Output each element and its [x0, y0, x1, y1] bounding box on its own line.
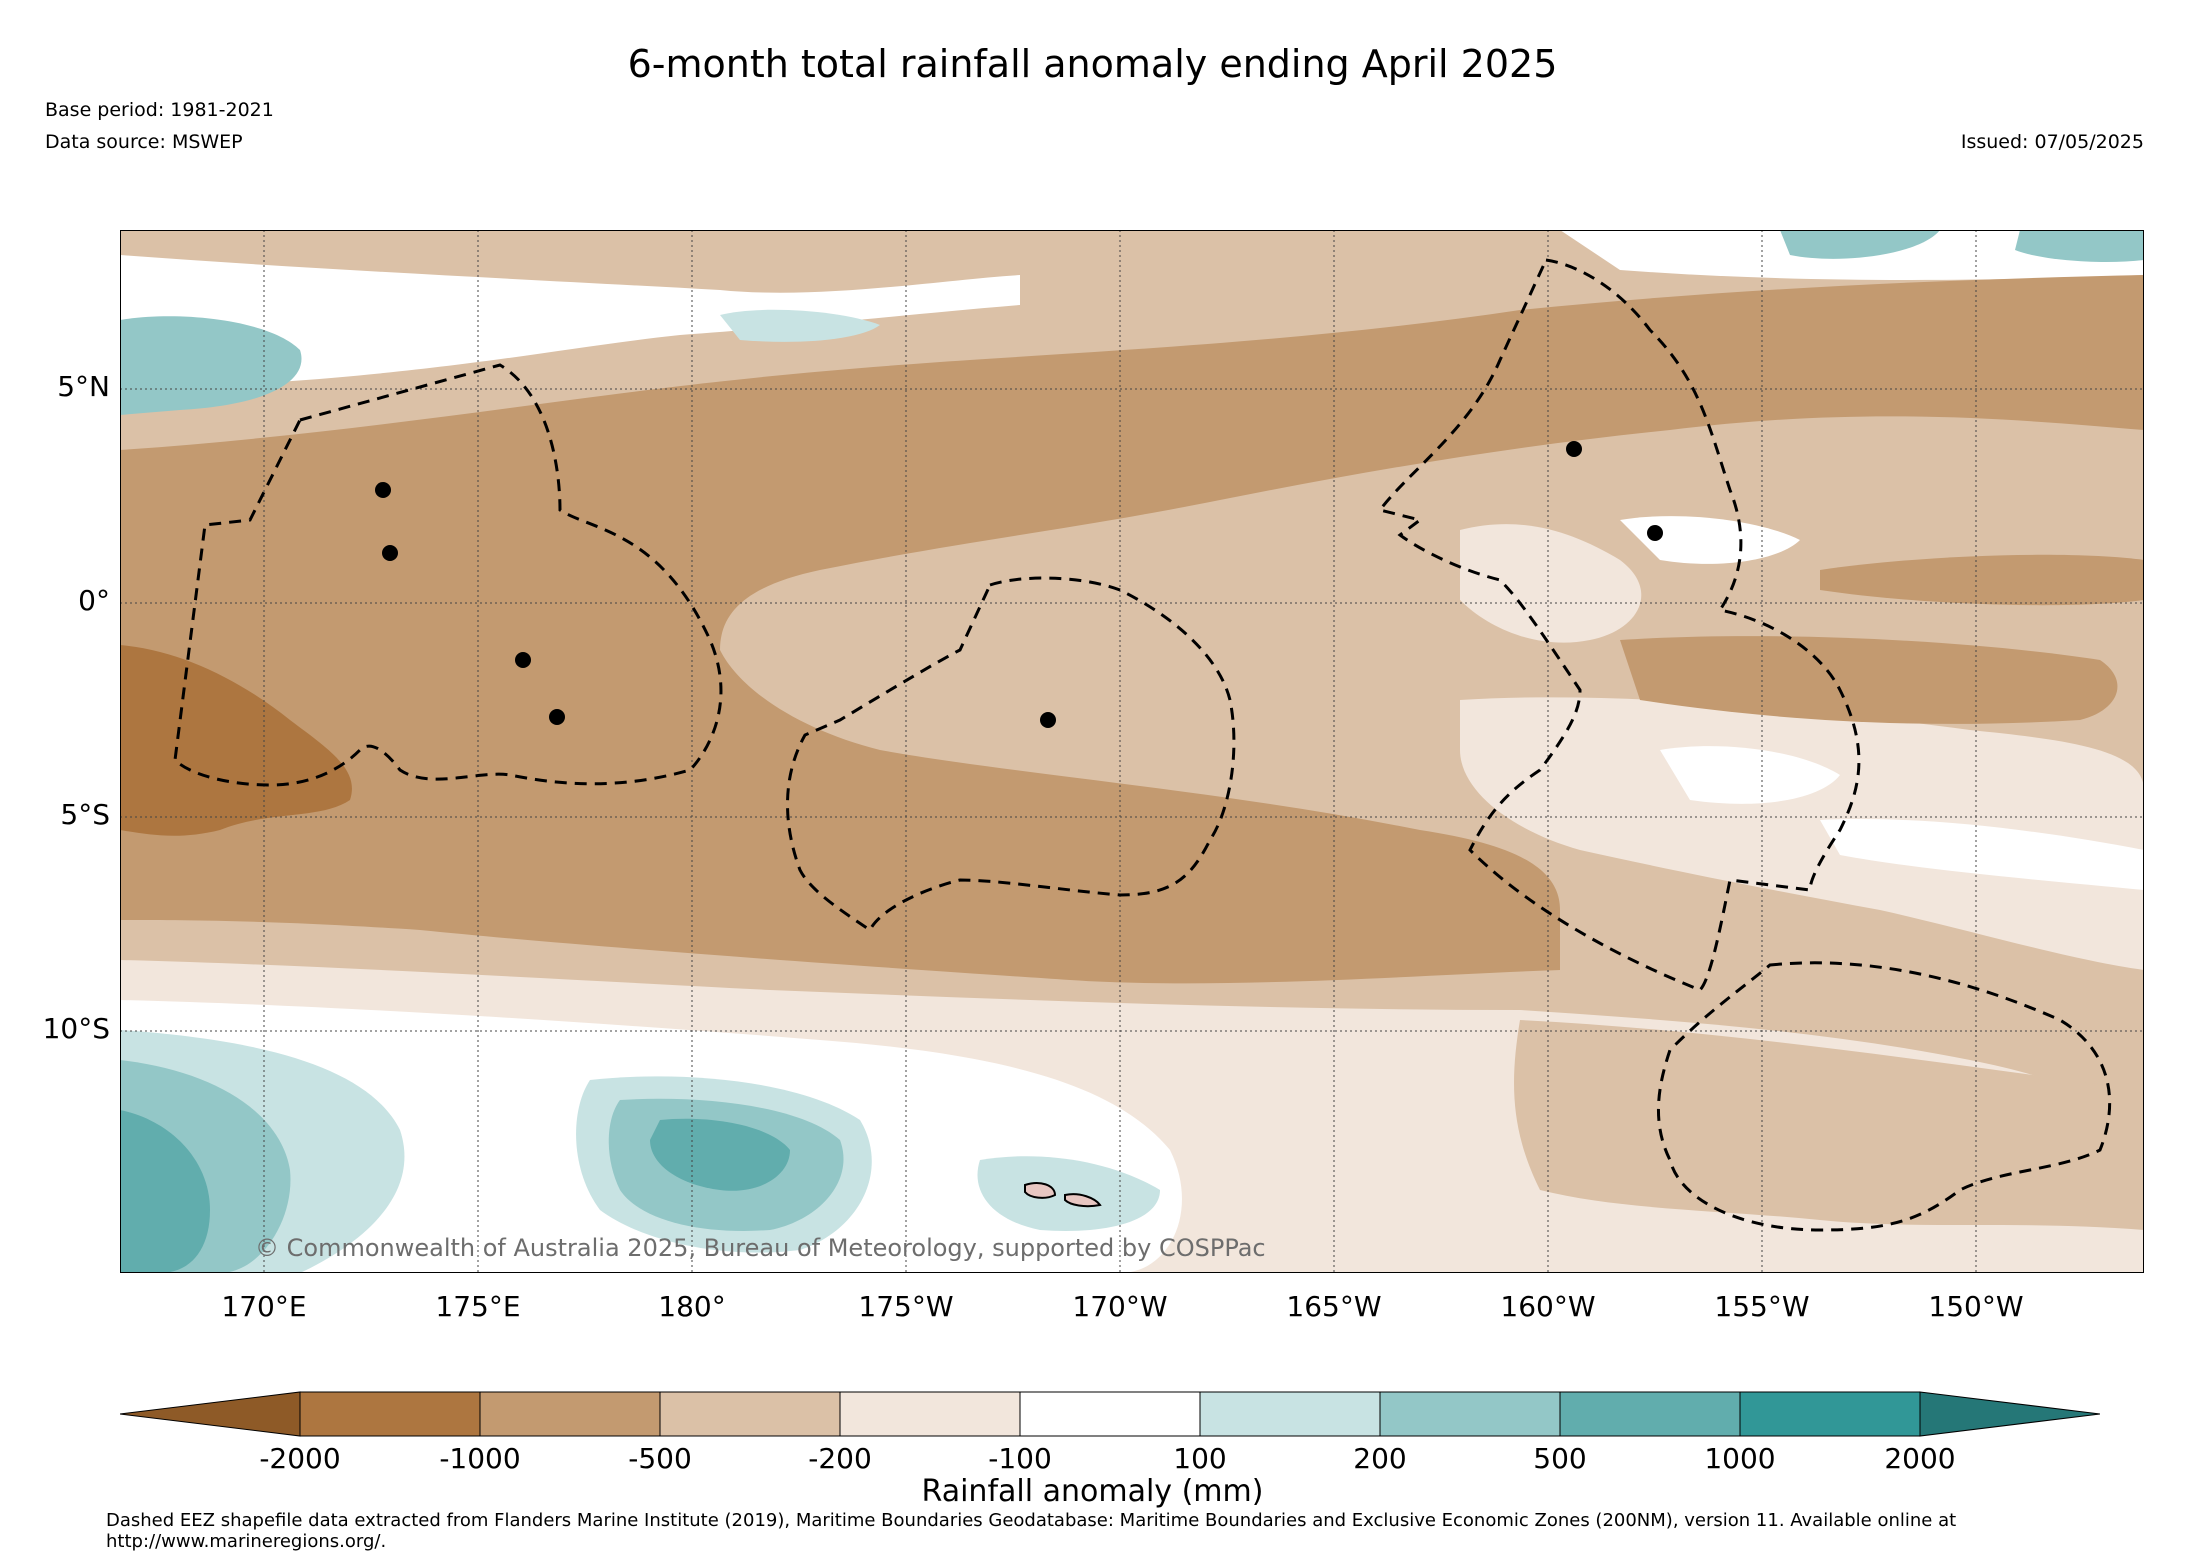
colorbar-segment — [659, 1391, 841, 1437]
colorbar-segment — [1019, 1391, 1201, 1437]
island-marker — [382, 545, 398, 561]
southeast-light-band — [1460, 697, 2144, 970]
colorbar-tick-label: 1000 — [1704, 1442, 1776, 1475]
eez-cook-islands — [1657, 961, 2112, 1232]
colorbar-segment — [1379, 1391, 1561, 1437]
western-strong-dry-patch — [120, 645, 352, 836]
northern-teal-patch-2 — [720, 309, 880, 342]
island-marker — [375, 482, 391, 498]
colorbar-extend-high — [1919, 1391, 2101, 1437]
lon-tick-175e: 175°E — [435, 1290, 521, 1323]
lon-tick-150w: 150°W — [1928, 1290, 2024, 1323]
colorbar-segment — [1739, 1391, 1921, 1437]
map-title: 6-month total rainfall anomaly ending Ap… — [627, 42, 1558, 86]
island-marker — [549, 709, 565, 725]
lat-tick-0: 0° — [78, 584, 110, 617]
lon-tick-170w: 170°W — [1072, 1290, 1168, 1323]
colorbar-tick-label: 200 — [1353, 1442, 1407, 1475]
eez-kiribati-phoenix — [786, 576, 1236, 933]
island-marker — [515, 652, 531, 668]
graticule — [120, 230, 2144, 1273]
northern-wet-band — [120, 255, 1020, 390]
lat-tick-5n: 5°N — [57, 370, 110, 403]
issued-date-label: Issued: 07/05/2025 — [1960, 131, 2144, 153]
east-dry-band-2 — [1820, 554, 2144, 606]
copyright-notice: © Commonwealth of Australia 2025, Bureau… — [255, 1234, 1266, 1262]
eez-kiribati-gilbert — [173, 363, 723, 787]
colorbar-segment — [1199, 1391, 1381, 1437]
rainfall-anomaly-map: © Commonwealth of Australia 2025, Bureau… — [120, 230, 2144, 1273]
island-marker — [1566, 441, 1582, 457]
eez-boundaries — [173, 258, 2112, 1232]
central-light-patch — [1460, 524, 1642, 643]
colorbar-tick-label: -500 — [628, 1442, 692, 1475]
lon-tick-180: 180° — [658, 1290, 726, 1323]
footer-note: Dashed EEZ shapefile data extracted from… — [106, 1510, 1957, 1552]
lon-tick-155w: 155°W — [1714, 1290, 1810, 1323]
east-dry-tongue — [1620, 636, 2118, 724]
lat-tick-5s: 5°S — [60, 798, 110, 831]
northeast-teal-patch — [1780, 230, 1940, 259]
northeast-teal-patch-2 — [2015, 230, 2144, 262]
southern-dark-teal — [120, 1110, 210, 1273]
colorbar-tick-label: 100 — [1173, 1442, 1227, 1475]
lon-tick-170e: 170°E — [221, 1290, 307, 1323]
colorbar-tick-label: -2000 — [259, 1442, 341, 1475]
colorbar-tick-label: -100 — [988, 1442, 1052, 1475]
lon-tick-175w: 175°W — [858, 1290, 954, 1323]
northern-teal-patch — [120, 316, 302, 415]
data-source-label: Data source: MSWEP — [45, 131, 243, 153]
colorbar-segment — [299, 1391, 481, 1437]
map-border — [120, 230, 2144, 1273]
colorbar-title: Rainfall anomaly (mm) — [921, 1474, 1264, 1509]
central-dry-band — [120, 275, 2144, 984]
colorbar — [119, 1390, 2101, 1442]
island-markers — [375, 441, 1663, 728]
colorbar-extend-low — [119, 1391, 301, 1437]
colorbar-segment — [1559, 1391, 1741, 1437]
colorbar-tick-label: 2000 — [1884, 1442, 1956, 1475]
colorbar-tick-label: 500 — [1533, 1442, 1587, 1475]
samoa-island — [1024, 1182, 1102, 1208]
central-south-dark-teal — [650, 1118, 790, 1191]
colorbar-segment — [839, 1391, 1021, 1437]
colorbar-tick-label: -1000 — [439, 1442, 521, 1475]
colorbar-segment — [479, 1391, 661, 1437]
southeast-white-patch — [1660, 746, 1840, 804]
lon-tick-160w: 160°W — [1500, 1290, 1596, 1323]
island-marker — [1040, 712, 1056, 728]
colorbar-tick-label: -200 — [808, 1442, 872, 1475]
lat-tick-10s: 10°S — [42, 1012, 110, 1045]
southeast-white-patch-2 — [1820, 819, 2144, 890]
base-period-label: Base period: 1981-2021 — [45, 99, 274, 121]
lon-tick-165w: 165°W — [1286, 1290, 1382, 1323]
island-marker — [1647, 525, 1663, 541]
eez-kiribati-line — [1377, 258, 1861, 992]
southeast-tan-region — [1514, 1020, 2144, 1230]
east-white-patch — [1620, 516, 1800, 564]
